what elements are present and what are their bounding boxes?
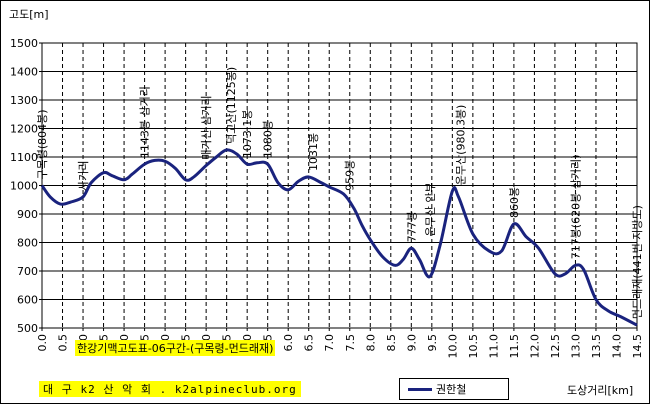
- x-tick-label: 11.0: [487, 334, 500, 359]
- annotation-label: 860봉: [508, 187, 521, 218]
- annotation-label: 매가산 삼거리: [200, 95, 213, 159]
- annotation-label: 먼드래재(441번 지방도): [631, 205, 644, 319]
- annotation-label: 1031봉: [307, 133, 320, 171]
- annotation-label: 운무산 안부: [424, 182, 437, 236]
- y-tick-label: 1100: [10, 151, 38, 164]
- y-tick-label: 1500: [10, 37, 38, 50]
- x-tick-label: 0.5: [57, 334, 70, 352]
- annotation-label: 959봉: [344, 160, 357, 191]
- annotation-label: 구목령(804봉): [36, 109, 49, 179]
- y-tick-label: 700: [17, 265, 38, 278]
- legend-label: 권한철: [436, 383, 467, 396]
- y-tick-label: 1200: [10, 123, 38, 136]
- x-tick-label: 12.5: [549, 334, 562, 359]
- legend: 권한철: [399, 378, 509, 400]
- annotation-label: 717봉(620봉 삼거리): [569, 155, 582, 260]
- x-tick-label: 6.0: [282, 334, 295, 352]
- y-tick-label: 1300: [10, 94, 38, 107]
- y-tick-label: 1000: [10, 180, 38, 193]
- x-tick-label: 8.5: [385, 334, 398, 352]
- x-tick-label: 7.0: [323, 334, 336, 352]
- x-tick-label: 10.0: [446, 334, 459, 359]
- y-axis-label: 고도[m]: [9, 8, 49, 21]
- annotation-label: 사거리: [77, 161, 90, 191]
- annotation-label: 1143봉 삼거리: [139, 86, 152, 158]
- legend-swatch: [408, 388, 432, 391]
- x-tick-label: 6.5: [303, 334, 316, 352]
- y-tick-label: 500: [17, 322, 38, 335]
- annotation-label: 1073.1봉: [241, 110, 254, 159]
- annotation-label: 777봉: [405, 211, 418, 242]
- y-tick-label: 600: [17, 294, 38, 307]
- x-tick-label: 14.0: [610, 334, 623, 359]
- y-tick-label: 900: [17, 208, 38, 221]
- x-tick-label: 13.5: [590, 334, 603, 359]
- chart-title: 한강기맥고도표-06구간-(구목령-먼드래재): [75, 340, 276, 356]
- x-tick-label: 13.0: [569, 334, 582, 359]
- y-tick-label: 800: [17, 237, 38, 250]
- annotation-label: 1080봉: [262, 120, 275, 158]
- series-line-0: [40, 148, 638, 327]
- y-tick-label: 1400: [10, 66, 38, 79]
- annotation-label: 덕고산(1125봉): [225, 67, 238, 144]
- x-tick-label: 11.5: [508, 334, 521, 359]
- x-tick-label: 8.0: [364, 334, 377, 352]
- x-tick-label: 0.0: [36, 334, 49, 352]
- chart-subtitle: 대 구 k2 산 악 회 . k2alpineclub.org: [39, 381, 301, 397]
- x-axis-label: 도상거리[km]: [567, 384, 634, 397]
- annotation-label: 운무산(980.3봉): [455, 105, 468, 186]
- x-tick-label: 12.0: [528, 334, 541, 359]
- x-tick-label: 7.5: [344, 334, 357, 352]
- x-tick-label: 14.5: [631, 334, 644, 359]
- x-tick-label: 9.0: [405, 334, 418, 352]
- x-tick-label: 9.5: [426, 334, 439, 352]
- x-tick-label: 10.5: [467, 334, 480, 359]
